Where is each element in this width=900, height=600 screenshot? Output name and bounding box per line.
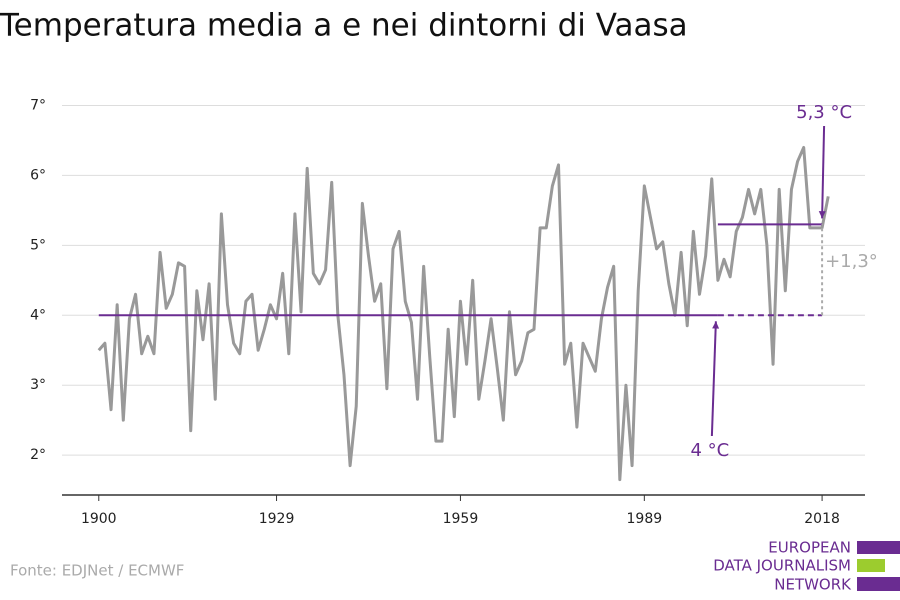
x-tick-label: 1959 (443, 511, 479, 527)
y-tick-label: 4° (30, 307, 46, 323)
x-tick-label: 2018 (804, 511, 840, 527)
arrow (710, 321, 717, 437)
chart-title: Temperatura media a e nei dintorni di Va… (0, 8, 688, 44)
x-tick-label: 1900 (81, 511, 117, 527)
y-tick-label: 2° (30, 447, 46, 463)
line (97, 145, 830, 482)
y-tick-label: 7° (30, 97, 46, 113)
annotation: 5,3 °C (796, 102, 852, 123)
y-tick-label: 3° (30, 377, 46, 393)
logo-text: NETWORK (774, 576, 852, 594)
y-tick-label: 6° (30, 167, 46, 183)
source: Fonte: EDJNet / ECMWF (10, 562, 184, 580)
difference-label: +1,3° (825, 251, 878, 272)
arrow (821, 125, 826, 219)
logo-text: EUROPEAN (768, 539, 851, 557)
annotation: 4 °C (691, 440, 730, 461)
logo-bar (857, 559, 885, 572)
logo-text: DATA JOURNALISM (713, 557, 851, 575)
logo-bar (857, 541, 900, 554)
x-tick-label: 1929 (259, 511, 295, 527)
logo: EUROPEAN DATA JOURNALISM NETWORK (713, 539, 900, 594)
arrow-head (712, 321, 720, 329)
arrow-head (818, 211, 826, 219)
x-tick-label: 1989 (627, 511, 663, 527)
logo-bar (857, 577, 900, 591)
y-tick-label: 5° (30, 237, 46, 253)
